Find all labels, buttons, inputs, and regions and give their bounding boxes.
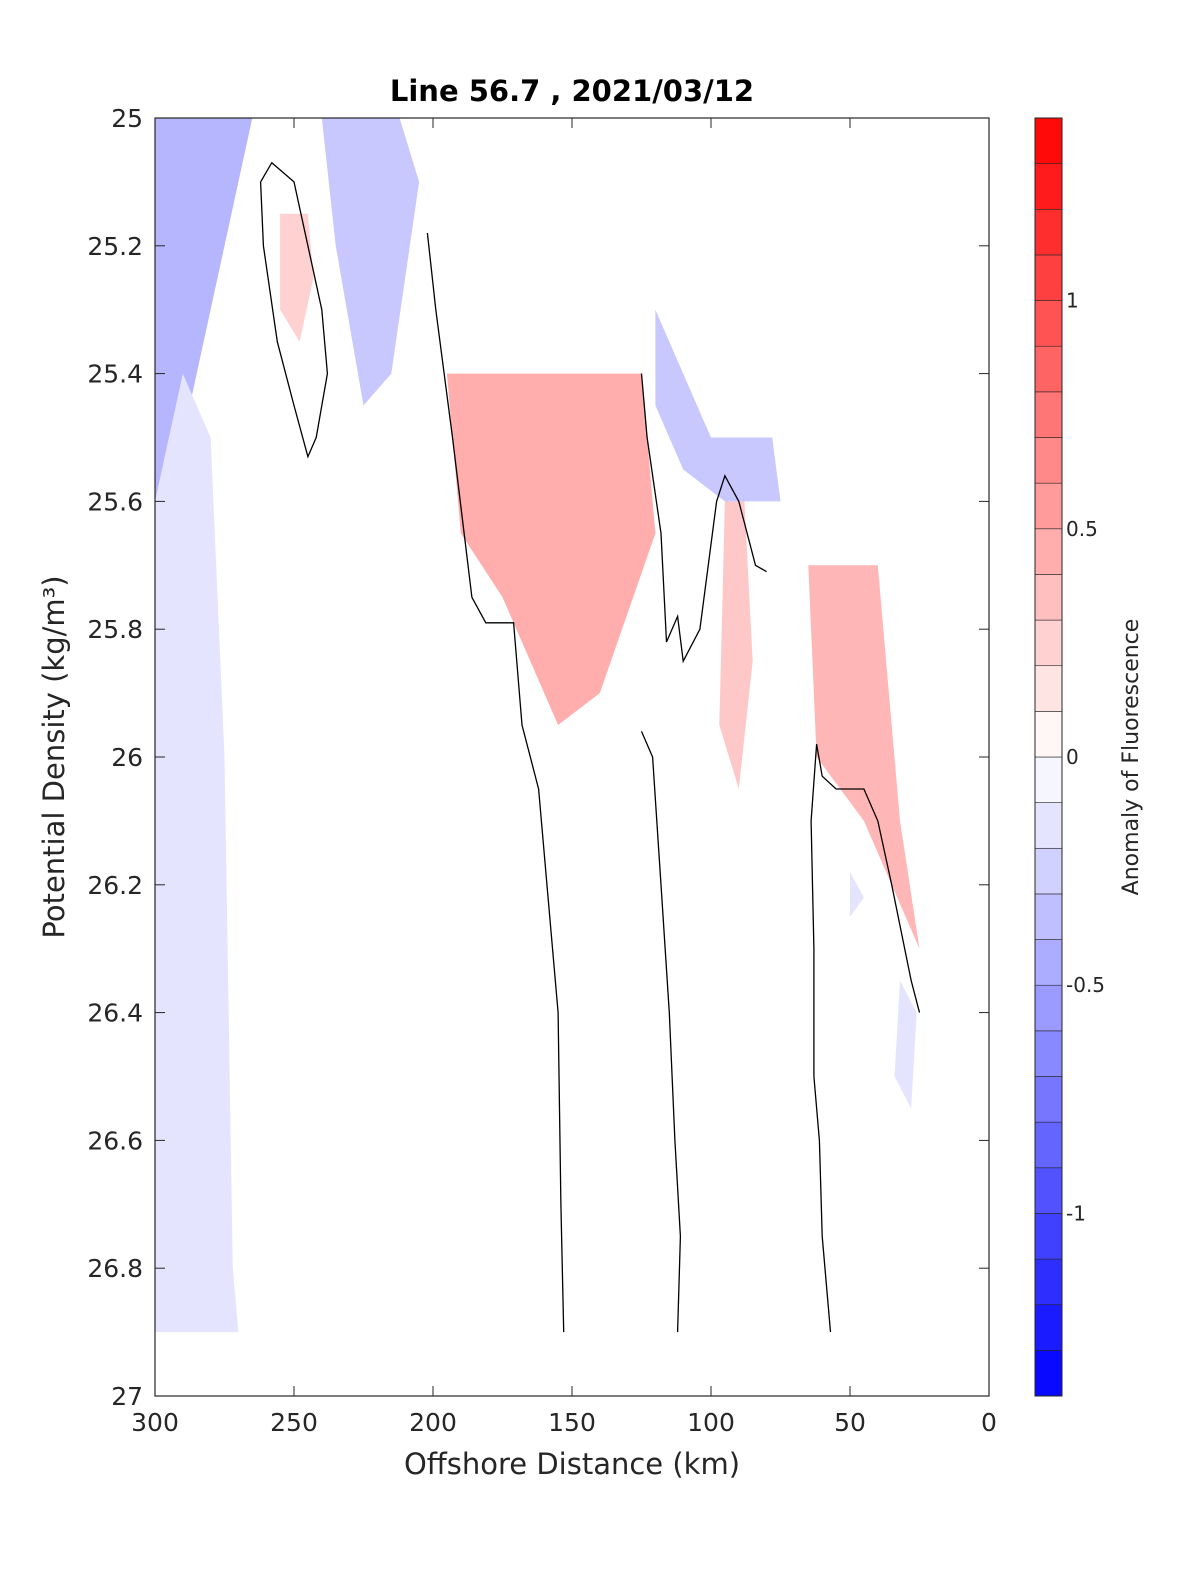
colorbar-level — [1034, 665, 1063, 712]
colorbar-level — [1034, 208, 1063, 256]
anomaly-region — [850, 872, 864, 917]
colorbar-tick-label: 0 — [1066, 745, 1079, 769]
x-axis: 300 250 200 150 100 50 0 — [131, 118, 997, 1437]
zero-contour-line — [640, 731, 682, 1333]
y-tick-label: 26.4 — [87, 999, 143, 1028]
x-axis-label: Offshore Distance (km) — [404, 1447, 740, 1481]
x-tick-label: 150 — [548, 1408, 596, 1437]
colorbar-level — [1034, 437, 1063, 484]
colorbar-level — [1034, 574, 1063, 621]
colorbar-frame — [1034, 117, 1063, 1397]
colorbar-level — [1034, 345, 1063, 393]
colorbar-level — [1034, 254, 1063, 301]
anomaly-region — [321, 118, 420, 406]
colorbar-level — [1034, 847, 1063, 895]
colorbar-level — [1034, 711, 1063, 758]
zero-contour-line — [815, 744, 921, 1013]
colorbar-level — [1034, 528, 1063, 575]
y-tick-label: 25 — [111, 104, 143, 133]
colorbar-level — [1034, 1350, 1063, 1397]
anomaly-region — [719, 501, 753, 789]
colorbar-level — [1034, 1121, 1063, 1169]
y-tick-label: 25.8 — [87, 615, 143, 644]
x-tick-label: 300 — [131, 1408, 179, 1437]
anomaly-region — [155, 373, 239, 1333]
y-tick-label: 26.8 — [87, 1254, 143, 1283]
zero-contours — [259, 161, 921, 1333]
colorbar-level — [1034, 939, 1063, 986]
zero-contour-line — [640, 373, 767, 664]
colorbar-level — [1034, 1213, 1063, 1260]
colorbar-level — [1034, 1258, 1063, 1306]
colorbar-level — [1034, 756, 1063, 803]
zero-contour-line — [426, 232, 565, 1333]
colorbar-level — [1034, 893, 1063, 940]
y-tick-label: 26.2 — [87, 871, 143, 900]
colorbar-label: Anomaly of Fluorescence — [1119, 619, 1144, 896]
colorbar-tick-label: 0.5 — [1066, 517, 1098, 541]
colorbar-level — [1034, 163, 1063, 210]
y-axis: 25 25.2 25.4 25.6 25.8 26 26.2 26.4 26.6 26.8 27 — [87, 104, 989, 1411]
colorbar-tick-label: -0.5 — [1066, 973, 1105, 997]
anomaly-regions — [155, 118, 920, 1333]
y-tick-label: 26.6 — [87, 1126, 143, 1155]
y-tick-label: 25.2 — [87, 232, 143, 261]
anomaly-region — [446, 373, 656, 725]
anomaly-region — [894, 980, 917, 1109]
y-tick-label: 26 — [111, 743, 143, 772]
zero-contour-line — [259, 161, 329, 459]
y-tick-label: 25.6 — [87, 487, 143, 516]
colorbar-level — [1034, 1076, 1063, 1123]
y-tick-label: 27 — [111, 1382, 143, 1411]
y-tick-label: 25.4 — [87, 360, 143, 389]
colorbar-level — [1034, 482, 1063, 530]
chart-title: Line 56.7 , 2021/03/12 — [390, 74, 754, 108]
colorbar-level — [1034, 1030, 1063, 1077]
anomaly-region — [280, 213, 314, 342]
colorbar-level — [1034, 802, 1063, 849]
anomaly-region — [808, 565, 920, 949]
colorbar-level — [1034, 1167, 1063, 1214]
x-tick-label: 0 — [981, 1408, 997, 1437]
colorbar-level — [1034, 300, 1063, 347]
colorbar-level — [1034, 391, 1063, 438]
colorbar-tick-label: -1 — [1066, 1201, 1086, 1225]
x-tick-label: 200 — [409, 1408, 457, 1437]
colorbar-tick-label: 1 — [1066, 289, 1079, 313]
x-tick-label: 50 — [834, 1408, 866, 1437]
colorbar-level — [1034, 1304, 1063, 1351]
colorbar-level — [1034, 984, 1063, 1032]
x-tick-label: 250 — [270, 1408, 318, 1437]
zero-contour-line — [810, 744, 832, 1333]
anomaly-region — [655, 309, 781, 502]
colorbar: -1 -0.5 0 0.5 1 — [1034, 117, 1105, 1397]
colorbar-level — [1034, 619, 1063, 667]
colorbar-level — [1034, 117, 1063, 164]
x-tick-label: 100 — [687, 1408, 735, 1437]
y-axis-label: Potential Density (kg/m³) — [37, 575, 71, 938]
